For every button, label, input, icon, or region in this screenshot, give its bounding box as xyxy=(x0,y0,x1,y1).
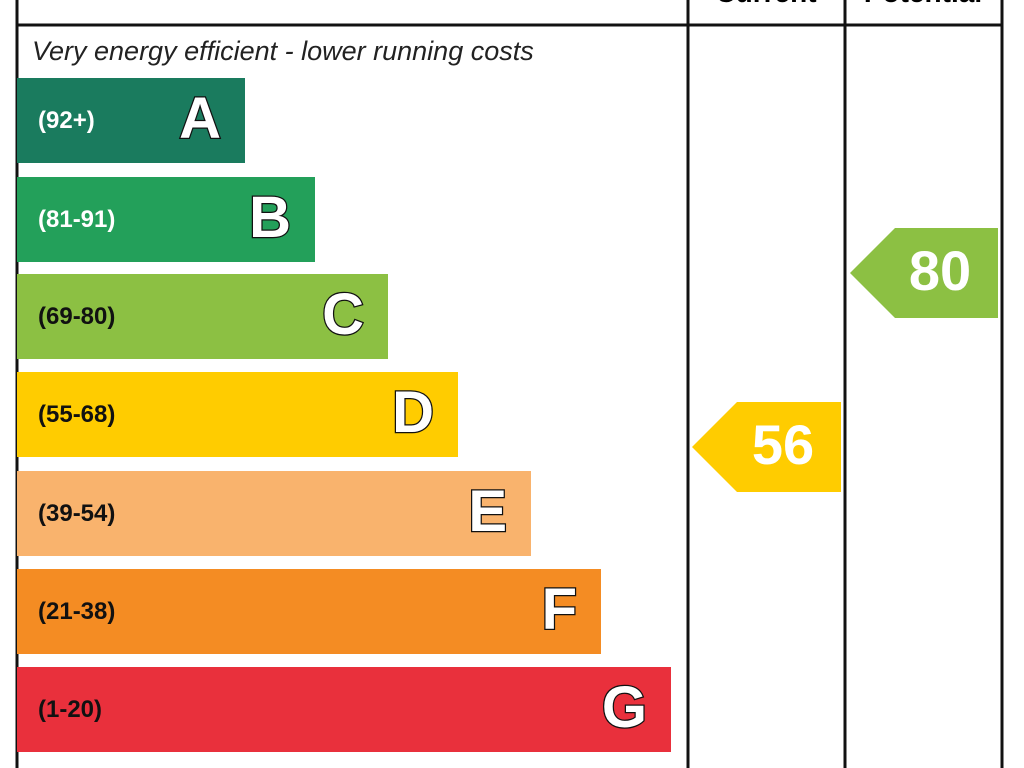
potential-arrow: 80 xyxy=(850,228,998,318)
band-letter: F xyxy=(542,577,577,642)
band-range: (92+) xyxy=(38,107,95,134)
band-letter: E xyxy=(468,479,507,544)
current-score: 56 xyxy=(752,413,814,476)
band-range: (81-91) xyxy=(38,206,115,233)
current-arrow: 56 xyxy=(692,402,841,492)
band-range: (55-68) xyxy=(38,401,115,428)
header-potential: Potential xyxy=(864,0,982,8)
bands: (92+) A (81-91) B (69-80) C (55-68) D (39-54) E (2… xyxy=(17,78,671,752)
potential-score: 80 xyxy=(909,239,971,302)
band-letter: A xyxy=(179,86,221,151)
band-letter: G xyxy=(602,675,647,740)
band-letter: D xyxy=(392,380,434,445)
band-bar xyxy=(17,177,315,262)
band-range: (39-54) xyxy=(38,500,115,527)
band-letter: C xyxy=(322,282,364,347)
band-bar xyxy=(17,274,388,359)
band-range: (1-20) xyxy=(38,696,102,723)
band-bar xyxy=(17,569,601,654)
band-range: (21-38) xyxy=(38,598,115,625)
header-current: Current xyxy=(715,0,816,8)
band-bar xyxy=(17,372,458,457)
subtitle: Very energy efficient - lower running co… xyxy=(32,36,534,66)
band-bar xyxy=(17,667,671,752)
band-letter: B xyxy=(249,185,291,250)
band-bar xyxy=(17,471,531,556)
band-bar xyxy=(17,78,245,163)
band-range: (69-80) xyxy=(38,303,115,330)
